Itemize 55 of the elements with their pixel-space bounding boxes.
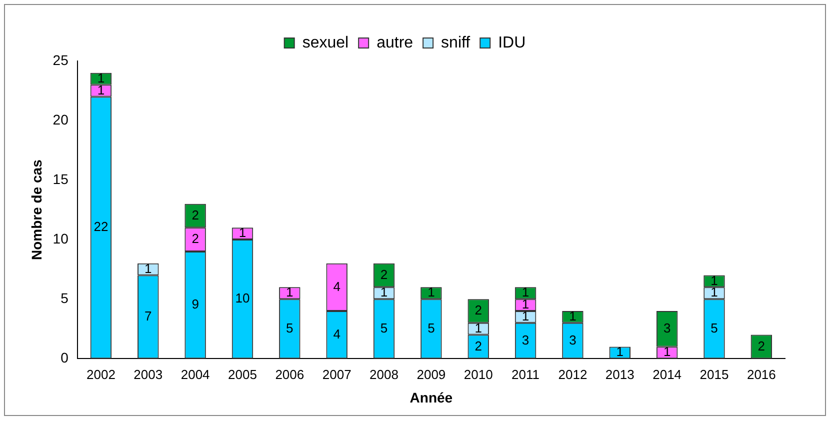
- data-label: 2: [192, 207, 199, 222]
- x-axis-title: Année: [410, 389, 453, 406]
- data-label: 5: [286, 320, 294, 336]
- data-label: 5: [710, 320, 718, 336]
- x-tick-label: 2013: [605, 366, 634, 382]
- data-label: 3: [522, 332, 530, 348]
- y-tick-label: 20: [52, 111, 69, 128]
- data-label: 22: [94, 219, 108, 234]
- y-tick-label: 5: [60, 290, 69, 306]
- data-label: 10: [235, 290, 250, 306]
- data-label: 2: [474, 338, 482, 354]
- y-axis-title: Nombre de cas: [28, 159, 44, 260]
- x-tick-label: 2003: [134, 366, 163, 382]
- x-tick-label: 2011: [512, 366, 540, 382]
- data-label: 4: [333, 278, 340, 294]
- x-tick-label: 2015: [700, 366, 729, 382]
- x-tick-label: 2014: [652, 366, 682, 382]
- data-label: 1: [569, 308, 576, 324]
- y-tick-label: 10: [52, 230, 69, 246]
- legend-label: autre: [376, 34, 414, 52]
- x-tick-label: 2007: [322, 366, 352, 382]
- x-tick-label: 2010: [464, 366, 493, 382]
- data-label: 5: [428, 320, 435, 336]
- data-label: 3: [569, 332, 576, 348]
- y-tick-label: 15: [52, 170, 69, 187]
- data-label: 1: [428, 284, 435, 300]
- y-tick-label: 0: [60, 349, 69, 366]
- data-label: 1: [474, 320, 482, 336]
- data-label: 7: [144, 308, 152, 324]
- data-label: 2: [758, 338, 766, 354]
- data-label: 1: [238, 225, 246, 240]
- x-tick-label: 2009: [416, 366, 446, 382]
- data-label: 1: [616, 344, 624, 360]
- x-tick-label: 2005: [228, 366, 257, 382]
- data-label: 2: [192, 231, 199, 246]
- data-label: 5: [380, 320, 388, 336]
- x-tick-label: 2012: [558, 366, 588, 382]
- x-tick-label: 2008: [370, 366, 398, 382]
- data-label: 1: [380, 284, 388, 300]
- data-label: 1: [286, 284, 294, 300]
- data-label: 1: [663, 344, 671, 360]
- x-tick-label: 2004: [180, 366, 210, 382]
- legend-label: sniff: [441, 34, 471, 52]
- data-label: 3: [663, 320, 671, 336]
- data-label: 2: [380, 266, 388, 282]
- x-tick-label: 2002: [86, 366, 116, 382]
- legend-label: IDU: [498, 34, 526, 52]
- data-label: 9: [192, 296, 199, 312]
- x-tick-label: 2016: [746, 366, 776, 382]
- legend-label: sexuel: [302, 34, 349, 52]
- data-label: 1: [144, 260, 152, 276]
- data-label: 4: [333, 326, 340, 342]
- y-tick-label: 25: [52, 52, 69, 68]
- x-tick-label: 2006: [275, 366, 304, 382]
- data-label: 2: [474, 302, 482, 318]
